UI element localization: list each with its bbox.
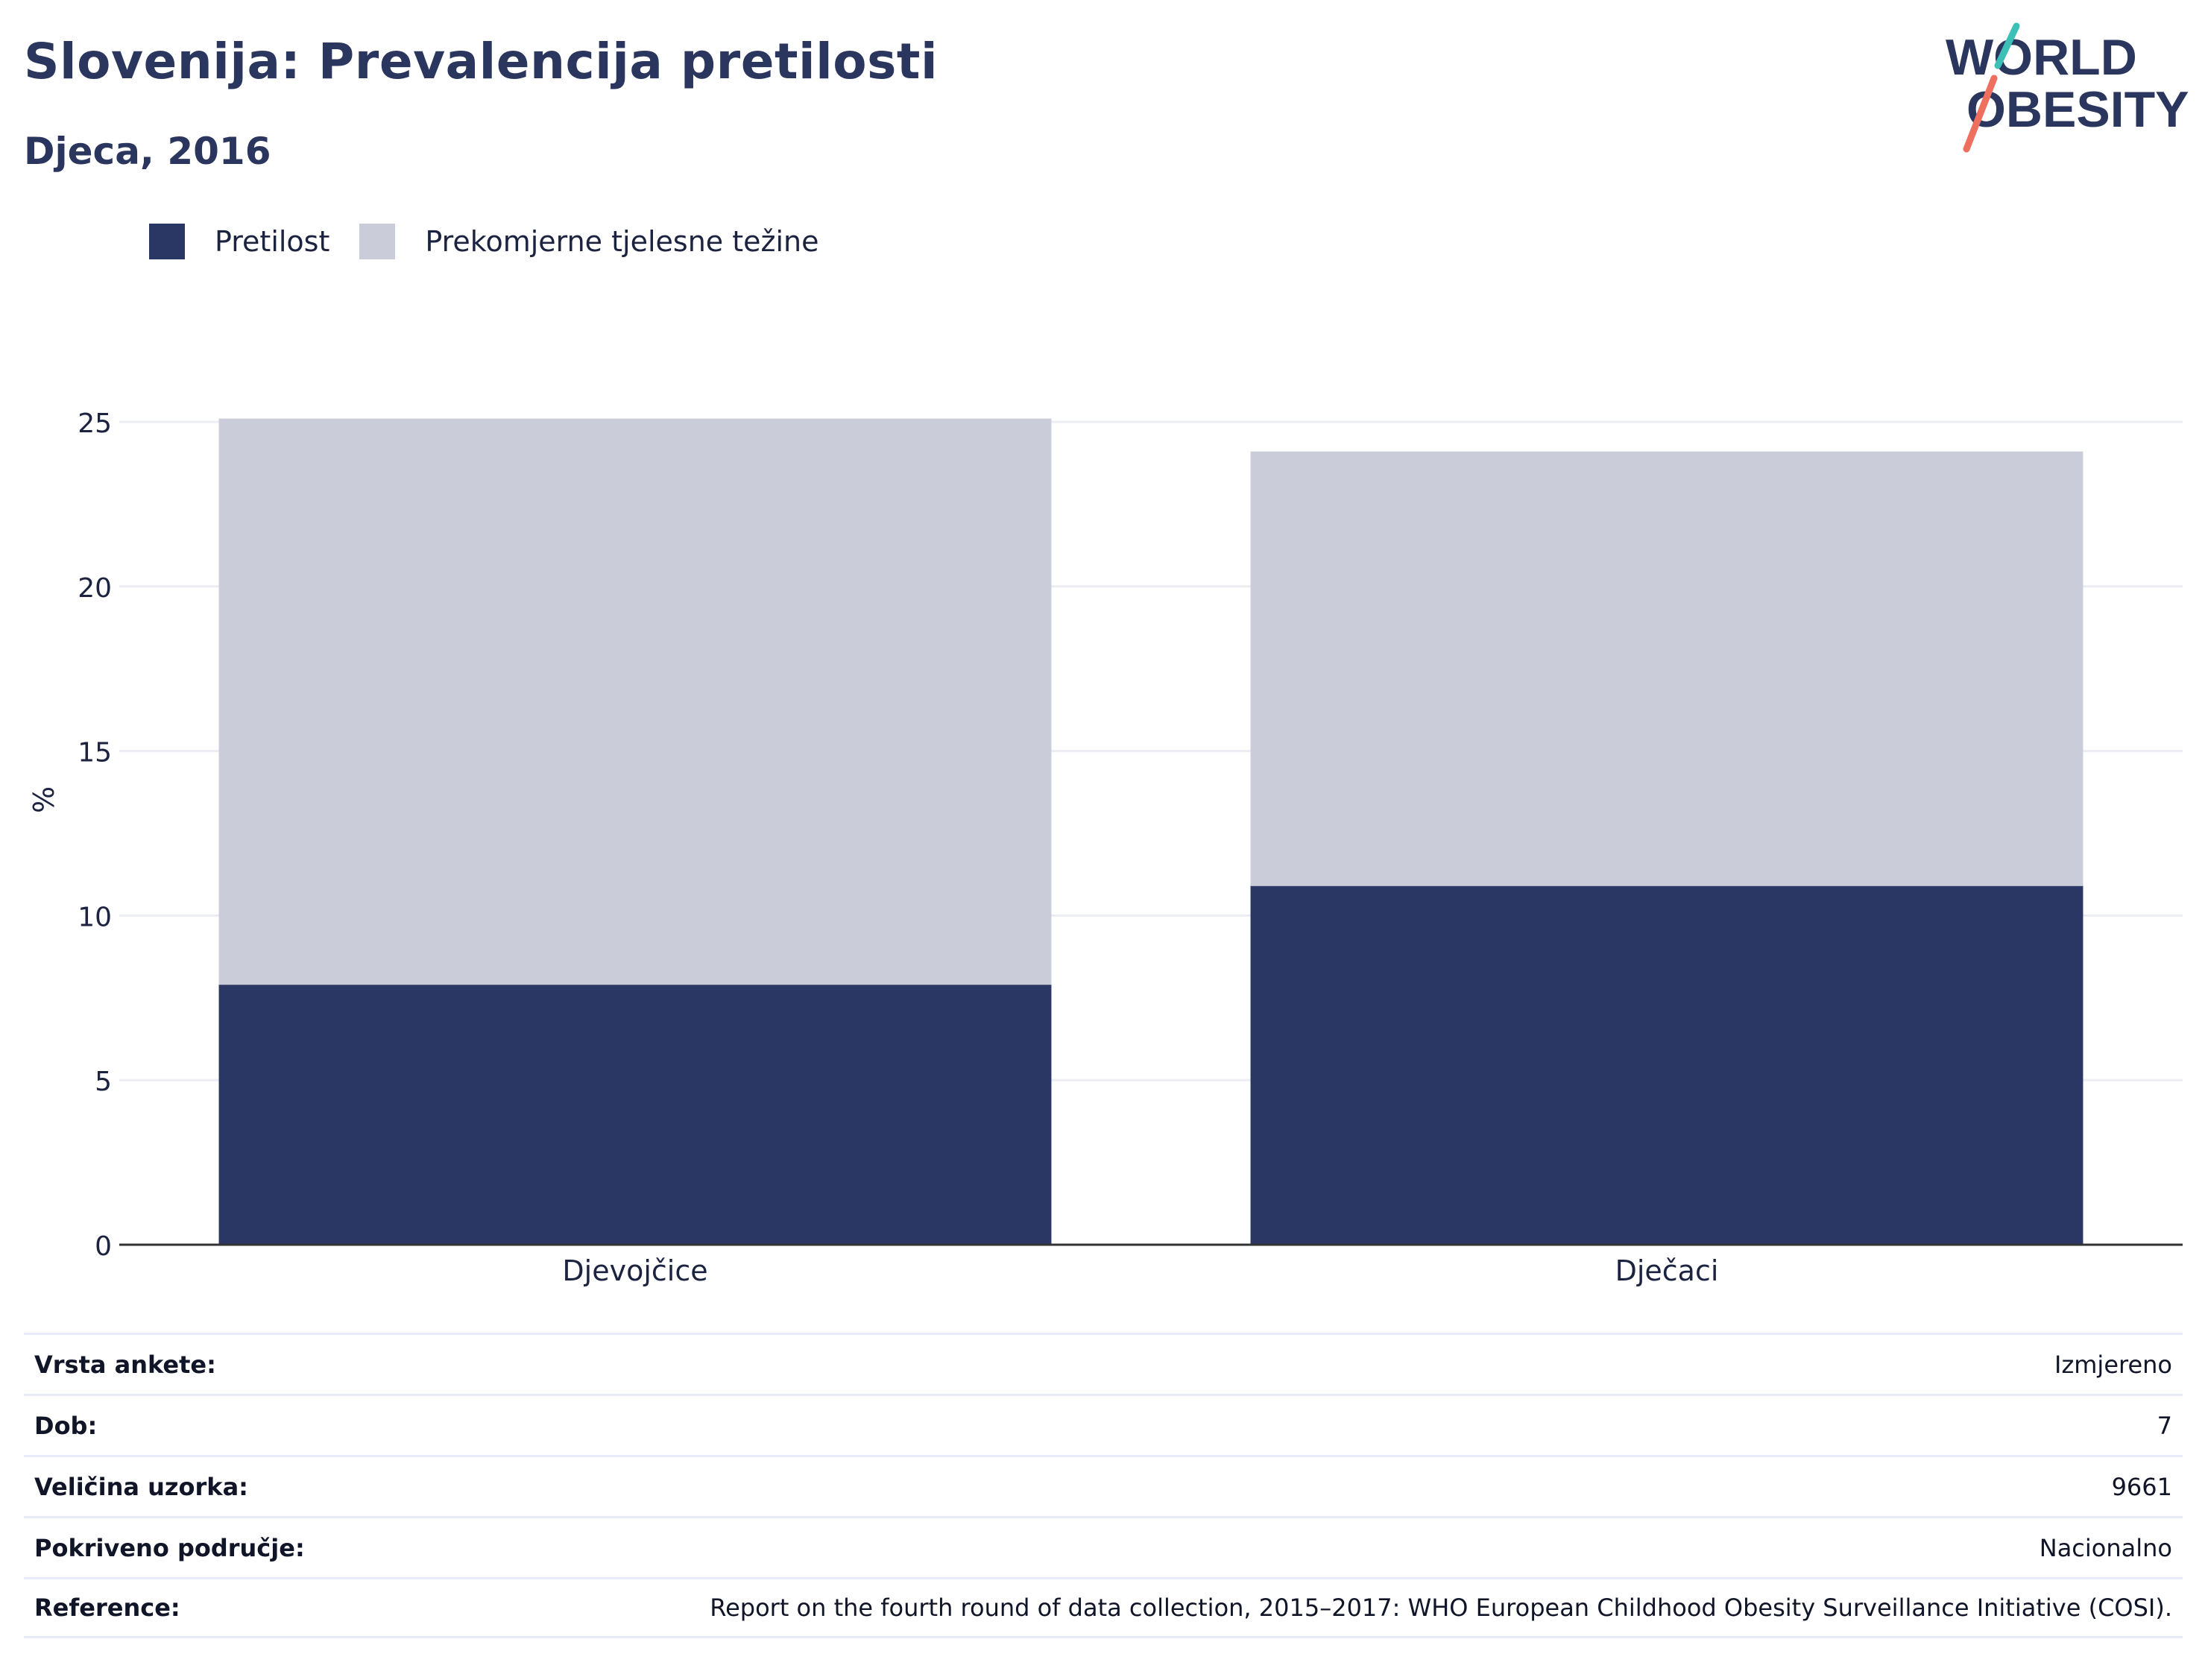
legend-label-obesity: Pretilost <box>215 225 330 258</box>
world-obesity-logo-svg: WORLD OBESITY <box>1946 22 2189 153</box>
bar-obesity <box>1250 885 2083 1245</box>
info-row-coverage: Pokriveno područje: Nacionalno <box>24 1516 2183 1577</box>
y-axis-label: % <box>28 786 60 813</box>
bar-obesity <box>218 985 1052 1245</box>
info-key: Vrsta ankete: <box>34 1350 216 1379</box>
bar-overweight <box>218 418 1052 985</box>
info-key: Veličina uzorka: <box>34 1472 248 1501</box>
y-tick-label: 0 <box>95 1231 112 1262</box>
logo-slash-coral <box>1963 75 1998 153</box>
chart-title: Slovenija: Prevalencija pretilosti <box>24 33 939 90</box>
info-key: Pokriveno područje: <box>34 1533 305 1562</box>
survey-info-table: Vrsta ankete: Izmjereno Dob: 7 Veličina … <box>24 1333 2183 1638</box>
logo-line2: OBESITY <box>1966 81 2189 138</box>
legend-label-overweight: Prekomjerne tjelesne težine <box>425 225 819 258</box>
y-tick-label: 5 <box>95 1067 112 1097</box>
info-row-sample-size: Veličina uzorka: 9661 <box>24 1455 2183 1516</box>
legend-item-overweight: Prekomjerne tjelesne težine <box>359 224 819 259</box>
info-value: Report on the fourth round of data colle… <box>710 1594 2172 1622</box>
info-key: Reference: <box>34 1594 180 1622</box>
info-row-age: Dob: 7 <box>24 1394 2183 1455</box>
x-tick-label: Dječaci <box>1615 1254 1719 1287</box>
chart-subtitle: Djeca, 2016 <box>24 130 271 173</box>
logo-slash-teal <box>1994 22 2020 69</box>
info-value: 9661 <box>2111 1472 2172 1501</box>
info-value: 7 <box>2157 1411 2172 1440</box>
info-row-survey-type: Vrsta ankete: Izmjereno <box>24 1333 2183 1394</box>
logo-line1: WORLD <box>1946 29 2137 86</box>
x-tick-label: Djevojčice <box>562 1254 707 1287</box>
legend-swatch-obesity <box>149 224 185 259</box>
bar-chart-svg: 0 5 10 15 20 25% Djevojčice Dječaci <box>28 408 2183 1287</box>
y-tick-label: 15 <box>78 738 112 768</box>
legend-item-obesity: Pretilost <box>149 224 329 259</box>
y-tick-label: 10 <box>78 902 112 932</box>
world-obesity-logo: WORLD OBESITY <box>1946 22 2192 157</box>
bar-overweight <box>1250 451 2083 886</box>
y-tick-label: 20 <box>78 573 112 604</box>
legend: Pretilost Prekomjerne tjelesne težine <box>149 224 849 259</box>
info-value: Izmjereno <box>2054 1350 2172 1379</box>
legend-swatch-overweight <box>359 224 396 259</box>
info-key: Dob: <box>34 1411 98 1440</box>
info-value: Nacionalno <box>2039 1533 2172 1562</box>
y-tick-label: 25 <box>78 408 112 439</box>
bar-chart: 0 5 10 15 20 25% Djevojčice Dječaci <box>0 373 2205 1289</box>
info-row-reference: Reference: Report on the fourth round of… <box>24 1577 2183 1638</box>
